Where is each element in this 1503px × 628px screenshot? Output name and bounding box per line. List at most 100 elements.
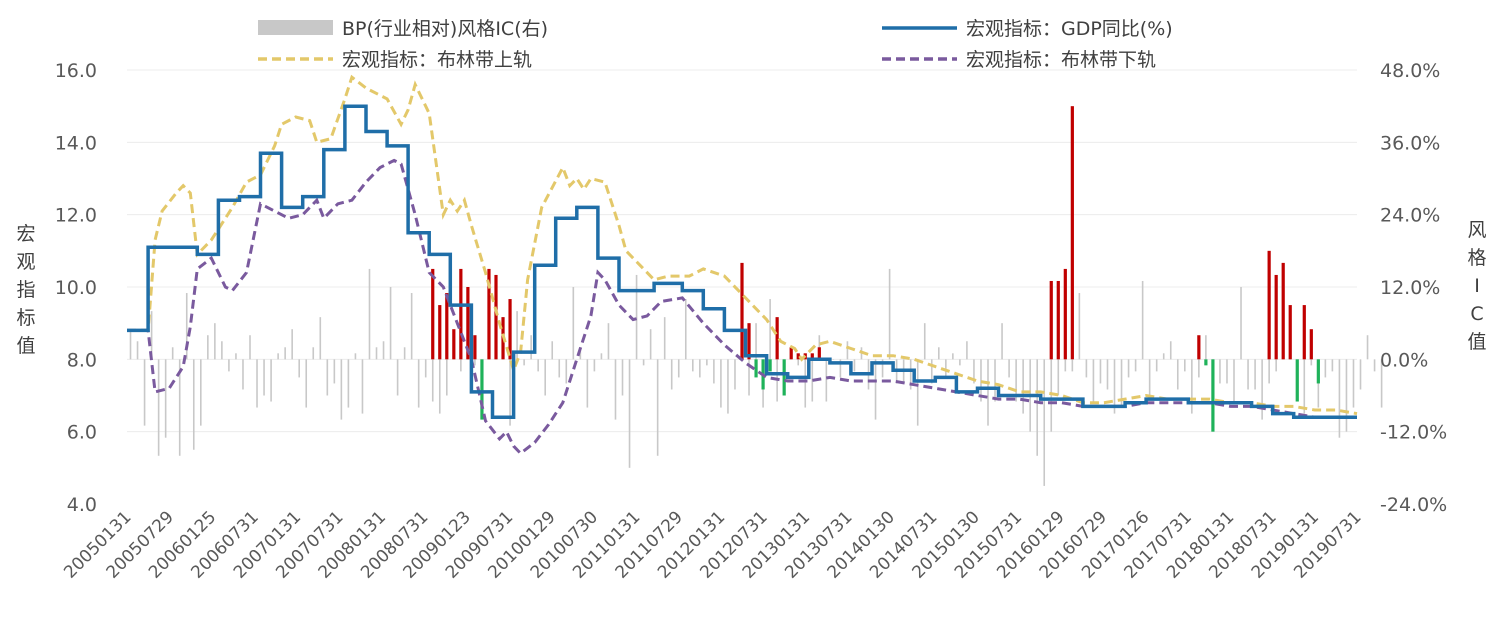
ic-bar <box>938 347 940 360</box>
y-right-tick-label: 0.0% <box>1380 349 1428 371</box>
ic-bar <box>551 341 554 360</box>
ic-bar <box>417 359 420 408</box>
ic-bar <box>200 359 202 426</box>
signal-bar-positive <box>789 347 793 360</box>
signal-bar-positive <box>740 262 744 360</box>
ic-bar <box>1247 359 1249 390</box>
ic-bar <box>1324 359 1327 378</box>
ic-bar <box>1261 359 1263 420</box>
ic-bar <box>1113 359 1116 414</box>
ic-bar <box>270 359 272 402</box>
ic-bar <box>1310 359 1313 366</box>
ic-bar <box>1064 359 1067 372</box>
ic-bar <box>966 341 968 360</box>
y-right-title-char: C <box>1470 303 1483 325</box>
ic-bar <box>375 347 378 360</box>
ic-bar <box>804 359 807 408</box>
ic-bar <box>1071 359 1074 372</box>
ic-bar <box>1085 359 1088 378</box>
ic-bar <box>136 341 139 360</box>
signal-bar-positive <box>1070 106 1074 360</box>
signal-bar-positive <box>1274 274 1278 360</box>
ic-bar <box>1380 359 1383 408</box>
y-right-tick-label: -24.0% <box>1380 494 1447 516</box>
ic-bar <box>171 347 174 360</box>
ic-bar <box>523 359 525 366</box>
signal-bar-positive <box>1267 250 1271 360</box>
ic-bar <box>769 299 771 360</box>
ic-bar <box>755 323 757 360</box>
signal-bar-positive <box>747 323 751 360</box>
ic-bar <box>692 359 694 372</box>
ic-bar <box>207 335 209 360</box>
signal-bar-positive <box>1288 305 1292 360</box>
gdp-line <box>127 104 1357 419</box>
ic-bar <box>340 359 343 420</box>
ic-bar <box>734 359 736 390</box>
ic-bar <box>326 359 329 396</box>
y-right-title-char: 风 <box>1467 219 1486 241</box>
ic-bar <box>143 359 146 426</box>
signal-bar-negative <box>1204 359 1208 366</box>
signal-bar-positive <box>796 353 800 360</box>
signal-bar-negative <box>768 359 772 372</box>
upper-band-line <box>127 74 1358 416</box>
signal-bar-positive <box>473 335 477 360</box>
ic-bar <box>438 359 441 414</box>
ic-bar <box>298 359 300 378</box>
signal-bar-positive <box>1056 280 1060 360</box>
ic-bar <box>305 359 308 408</box>
signal-bar-positive <box>1063 268 1067 360</box>
ic-bar <box>1127 359 1130 378</box>
ic-bar <box>839 359 842 378</box>
signal-bar-positive <box>1302 305 1306 360</box>
ic-bar <box>530 335 532 360</box>
y-left-title-char: 值 <box>16 335 35 357</box>
series-lines <box>127 74 1358 456</box>
ic-bar <box>909 359 912 390</box>
signal-bar-positive <box>438 305 442 360</box>
y-axis-left: 4.0 6.0 8.0 10.0 12.0 14.0 16.0 <box>55 60 97 516</box>
ic-bar <box>881 359 884 378</box>
ic-bar <box>713 359 715 384</box>
ic-bar <box>1043 359 1046 486</box>
signal-bar-positive <box>494 274 498 360</box>
ic-bar <box>368 268 371 360</box>
ic-bar <box>1099 359 1102 384</box>
y-right-tick-label: 36.0% <box>1380 132 1440 154</box>
ic-bar <box>607 323 610 360</box>
ic-bar <box>242 359 244 390</box>
ic-bar <box>249 335 251 360</box>
signal-bars <box>431 106 1320 432</box>
signal-bar-positive <box>1049 280 1053 360</box>
ic-bar <box>214 323 216 360</box>
ic-bar <box>973 359 975 384</box>
ic-bar <box>980 359 982 402</box>
ic-bar <box>291 329 293 360</box>
signal-bar-positive <box>431 268 435 360</box>
ic-bar <box>1233 359 1235 402</box>
y-left-tick-label: 8.0 <box>67 349 97 371</box>
ic-bar <box>1198 359 1200 378</box>
ic-bar <box>1078 293 1081 360</box>
signal-bar-positive <box>445 293 449 360</box>
signal-bar-positive <box>1197 335 1201 360</box>
ic-bar <box>431 359 434 402</box>
ic-bar <box>1092 359 1095 402</box>
ic-bar <box>284 347 286 360</box>
ic-bar <box>706 359 708 366</box>
ic-bar <box>389 287 392 360</box>
ic-bar <box>600 353 603 360</box>
ic-bar <box>572 287 575 360</box>
ic-bar <box>178 359 181 456</box>
ic-bar <box>1359 359 1362 390</box>
legend-label: 宏观指标：布林带下轨 <box>966 49 1156 71</box>
ic-bar <box>1268 359 1270 384</box>
y-left-tick-label: 6.0 <box>67 422 97 444</box>
ic-bar <box>699 359 701 378</box>
signal-bar-negative <box>1316 359 1320 384</box>
ic-bar <box>1015 359 1017 402</box>
y-axis-right: -24.0% -12.0% 0.0% 12.0% 24.0% 36.0% 48.0% <box>1380 60 1447 516</box>
